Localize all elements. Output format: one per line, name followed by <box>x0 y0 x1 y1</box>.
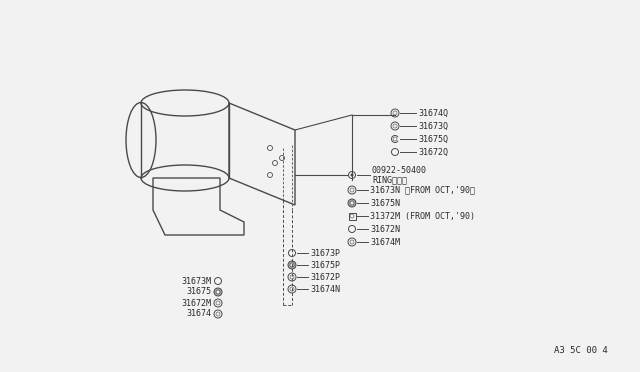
Text: 31673P: 31673P <box>310 248 340 257</box>
Text: 31675N: 31675N <box>370 199 400 208</box>
Circle shape <box>350 201 354 205</box>
Text: 31674N: 31674N <box>310 285 340 294</box>
Circle shape <box>290 263 294 267</box>
Circle shape <box>351 174 353 176</box>
Text: 31673Q: 31673Q <box>418 122 448 131</box>
Circle shape <box>216 290 220 294</box>
Text: 31672N: 31672N <box>370 224 400 234</box>
Text: 31675Q: 31675Q <box>418 135 448 144</box>
Text: A3 5C 00 4: A3 5C 00 4 <box>554 346 608 355</box>
Text: 31675: 31675 <box>186 288 211 296</box>
Text: 31674Q: 31674Q <box>418 109 448 118</box>
Text: 31673N ＜FROM OCT,'90＞: 31673N ＜FROM OCT,'90＞ <box>370 186 475 195</box>
Text: 31675P: 31675P <box>310 260 340 269</box>
Text: 00922-50400: 00922-50400 <box>372 166 427 174</box>
Text: 31672M: 31672M <box>181 298 211 308</box>
Text: 31674M: 31674M <box>370 237 400 247</box>
Circle shape <box>288 261 296 269</box>
Circle shape <box>214 288 222 296</box>
Circle shape <box>348 199 356 207</box>
Text: 31372M (FROM OCT,'90): 31372M (FROM OCT,'90) <box>370 212 475 221</box>
Text: 31672Q: 31672Q <box>418 148 448 157</box>
Text: 31672P: 31672P <box>310 273 340 282</box>
Text: RINGリング: RINGリング <box>372 176 407 185</box>
Text: 31674: 31674 <box>186 310 211 318</box>
Text: 31673M: 31673M <box>181 276 211 285</box>
Bar <box>349 212 355 219</box>
